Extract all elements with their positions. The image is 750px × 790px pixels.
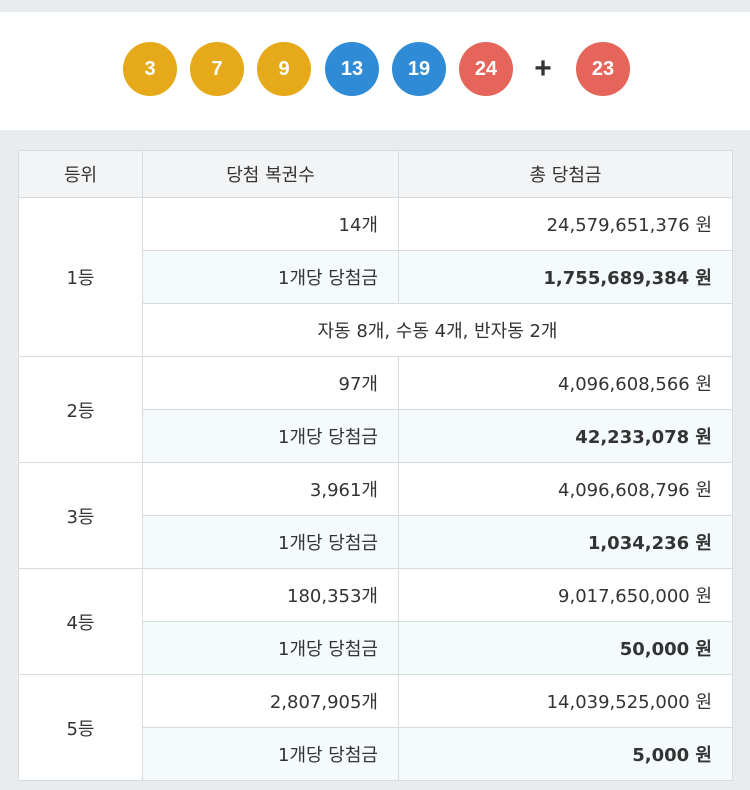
table-row: 1개당 당첨금 1,755,689,384 원 xyxy=(19,250,733,304)
rank-cell: 4등 xyxy=(18,568,143,675)
winning-numbers-panel: 3 7 9 13 19 24 + 23 xyxy=(0,12,750,130)
number-ball: 24 xyxy=(459,42,513,96)
number-ball: 9 xyxy=(257,42,311,96)
per-ticket-label: 1개당 당첨금 xyxy=(142,621,399,675)
number-ball: 7 xyxy=(190,42,244,96)
winner-count: 2,807,905개 xyxy=(142,674,399,728)
rank-cell: 3등 xyxy=(18,462,143,569)
table-row: 1등 14개 24,579,651,376 원 xyxy=(18,197,733,357)
total-prize: 4,096,608,796 원 xyxy=(398,462,733,516)
total-prize: 24,579,651,376 원 xyxy=(398,197,733,251)
total-prize: 9,017,650,000 원 xyxy=(398,568,733,622)
table-header-row: 등위 당첨 복권수 총 당첨금 xyxy=(18,150,733,198)
winner-count: 97개 xyxy=(142,356,399,410)
per-ticket-label: 1개당 당첨금 xyxy=(142,250,399,304)
header-winners: 당첨 복권수 xyxy=(142,150,399,198)
number-ball: 19 xyxy=(392,42,446,96)
table-row: 3등 3,961개 4,096,608,796 원 xyxy=(18,462,733,569)
per-ticket-label: 1개당 당첨금 xyxy=(142,515,399,569)
table-row: 5등 2,807,905개 14,039,525,000 원 xyxy=(18,674,733,781)
plus-icon: + xyxy=(534,52,552,85)
per-ticket-prize: 50,000 원 xyxy=(398,621,733,675)
table-row: 1개당 당첨금 42,233,078 원 xyxy=(19,409,733,463)
per-ticket-prize: 1,755,689,384 원 xyxy=(398,250,733,304)
number-ball: 13 xyxy=(325,42,379,96)
winner-method-note: 자동 8개, 수동 4개, 반자동 2개 xyxy=(142,303,733,357)
header-rank: 등위 xyxy=(18,150,143,198)
winner-count: 180,353개 xyxy=(142,568,399,622)
winner-count: 14개 xyxy=(142,197,399,251)
bonus-ball: 23 xyxy=(576,42,630,96)
table-row: 1개당 당첨금 5,000 원 xyxy=(19,727,733,781)
prize-table: 등위 당첨 복권수 총 당첨금 1등 14개 24,579,651,376 원 … xyxy=(18,150,733,781)
table-row: 2등 97개 4,096,608,566 원 xyxy=(18,356,733,463)
total-prize: 14,039,525,000 원 xyxy=(398,674,733,728)
number-ball: 3 xyxy=(123,42,177,96)
rank-cell: 1등 xyxy=(18,197,143,357)
rank-cell: 5등 xyxy=(18,674,143,781)
per-ticket-prize: 5,000 원 xyxy=(398,727,733,781)
total-prize: 4,096,608,566 원 xyxy=(398,356,733,410)
table-row: 4등 180,353개 9,017,650,000 원 xyxy=(18,568,733,675)
rank-cell: 2등 xyxy=(18,356,143,463)
table-row: 자동 8개, 수동 4개, 반자동 2개 xyxy=(19,303,733,357)
table-row: 1개당 당첨금 50,000 원 xyxy=(19,621,733,675)
per-ticket-prize: 42,233,078 원 xyxy=(398,409,733,463)
per-ticket-label: 1개당 당첨금 xyxy=(142,727,399,781)
header-total-prize: 총 당첨금 xyxy=(398,150,733,198)
per-ticket-prize: 1,034,236 원 xyxy=(398,515,733,569)
table-row: 1개당 당첨금 1,034,236 원 xyxy=(19,515,733,569)
winner-count: 3,961개 xyxy=(142,462,399,516)
per-ticket-label: 1개당 당첨금 xyxy=(142,409,399,463)
